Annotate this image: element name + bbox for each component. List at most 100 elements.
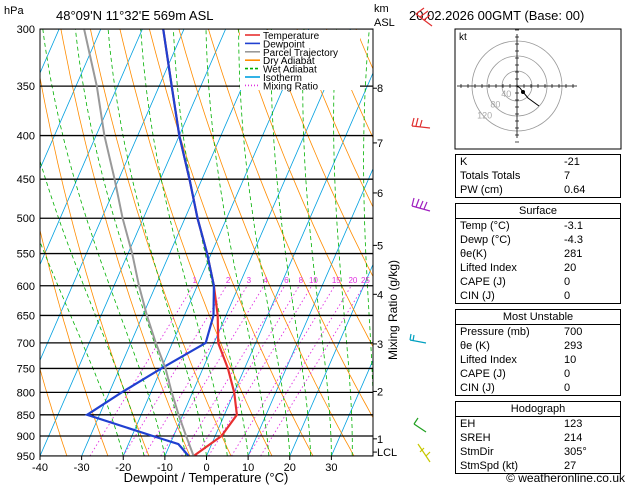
index-label: Temp (°C) — [460, 220, 510, 232]
unit-height-asl: ASL — [374, 17, 395, 29]
dewpoint-line — [84, 29, 216, 456]
profile-lines — [83, 29, 239, 456]
diagram-grid — [0, 29, 373, 456]
pressure-tick-label: 350 — [17, 81, 35, 93]
datetime-label: 20.02.2026 00GMT (Base: 00) — [409, 8, 584, 23]
index-row: SREH 214 — [456, 431, 620, 445]
pressure-tick-label: 900 — [17, 431, 35, 443]
index-label: θe (K) — [460, 340, 490, 352]
isotherm-line — [289, 263, 373, 456]
pressure-tick-label: 300 — [17, 24, 35, 36]
index-value: -4.3 — [564, 234, 583, 246]
dry-adiabat-line — [40, 75, 150, 456]
most-unstable-title: Most Unstable — [456, 310, 620, 325]
parcel-trajectory-line — [83, 29, 195, 456]
mixing-ratio-label: 1 — [193, 276, 198, 285]
pressure-tick-label: 700 — [17, 338, 35, 350]
index-label: CIN (J) — [460, 382, 495, 394]
hodograph-ring-label: 80 — [490, 100, 500, 110]
x-tick-label: 20 — [284, 462, 296, 474]
index-label: StmDir — [460, 446, 494, 458]
x-tick-label: -10 — [157, 462, 173, 474]
isotherm-line — [81, 29, 268, 456]
x-tick-label: -20 — [115, 462, 131, 474]
mixing-ratio-label: 8 — [299, 276, 304, 285]
mixing-ratio-line — [89, 285, 194, 456]
index-row: StmSpd (kt) 27 — [456, 459, 620, 473]
index-value: 293 — [564, 340, 583, 352]
isotherm-line — [40, 29, 185, 362]
unit-height: km — [374, 3, 389, 15]
height-tick-label: 6 — [377, 188, 383, 200]
index-row: CAPE (J) 0 — [456, 275, 620, 289]
location-label: 48°09'N 11°32'E 569m ASL — [56, 8, 214, 23]
isotherm-line — [40, 29, 227, 456]
height-tick-label: 4 — [377, 289, 383, 301]
index-value: 0 — [564, 290, 571, 302]
wet-adiabat-line — [238, 29, 291, 456]
wet-adiabat-line — [42, 29, 166, 456]
index-label: CAPE (J) — [460, 368, 506, 380]
index-row: PW (cm) 0.64 — [456, 183, 620, 197]
index-label: Dewp (°C) — [460, 234, 511, 246]
isotherm-line — [40, 29, 143, 266]
index-label: Lifted Index — [460, 262, 517, 274]
height-tick-label: 2 — [377, 386, 383, 398]
pressure-axis: 300 350 400 450 500 550 600 650 700 750 800 850 900 9… — [17, 24, 35, 463]
mixing-ratio-line — [195, 285, 300, 456]
mixing-ratio-line — [181, 285, 286, 456]
isotherm-line — [40, 29, 102, 170]
index-row: Lifted Index 10 — [456, 353, 620, 367]
wind-barbs — [409, 7, 433, 463]
general-indices-box: K -21 Totals Totals 7 PW (cm) 0.64 — [455, 154, 621, 198]
index-row: K -21 — [456, 155, 620, 169]
legend-item: Dewpoint — [263, 39, 305, 50]
mixing-ratio-label: 10 — [309, 276, 318, 285]
index-value: 7 — [564, 170, 571, 182]
index-value: 20 — [564, 262, 577, 274]
index-row: CAPE (J) 0 — [456, 367, 620, 381]
pressure-tick-label: 650 — [17, 310, 35, 322]
legend-item: Isotherm — [263, 73, 302, 84]
pressure-tick-label: 450 — [17, 174, 35, 186]
indices-panel: K -21 Totals Totals 7 PW (cm) 0.64 Surface Te… — [455, 154, 621, 479]
wet-adiabat-line — [270, 29, 311, 456]
index-label: K — [460, 156, 468, 168]
isotherm-line — [0, 29, 18, 456]
legend-item: Dry Adiabat — [263, 56, 315, 67]
hodograph-ring-label: 40 — [501, 89, 511, 99]
wet-adiabat-line — [173, 29, 249, 456]
dry-adiabat-line — [149, 29, 314, 456]
index-value: 281 — [564, 248, 583, 260]
hodograph-indices-box: Hodograph EH 123 SREH 214 StmDir 305° StmSpd (… — [455, 401, 621, 474]
index-value: 0 — [564, 276, 571, 288]
pressure-tick-label: 850 — [17, 410, 35, 422]
index-value: -21 — [564, 156, 580, 168]
dry-adiabat-line — [267, 29, 373, 278]
dry-adiabat-line — [296, 29, 373, 208]
index-value: 10 — [564, 354, 577, 366]
mixing-ratio-label: 4 — [263, 276, 268, 285]
index-value: 123 — [564, 418, 583, 430]
index-row: Lifted Index 20 — [456, 261, 620, 275]
wet-adiabat-line — [140, 29, 228, 456]
height-tick-label: 5 — [377, 240, 383, 252]
index-row: EH 123 — [456, 417, 620, 431]
index-value: 27 — [564, 460, 577, 472]
surface-title: Surface — [456, 204, 620, 219]
pressure-tick-label: 400 — [17, 131, 35, 143]
pressure-tick-label: 750 — [17, 363, 35, 375]
dry-adiabat-line — [119, 29, 273, 456]
index-value: 305° — [564, 446, 587, 458]
index-row: θe (K) 293 — [456, 339, 620, 353]
index-row: Temp (°C) -3.1 — [456, 219, 620, 233]
mixing-ratio-axis-label: Mixing Ratio (g/kg) — [386, 260, 400, 360]
mixing-ratio-line — [260, 285, 365, 456]
index-label: EH — [460, 418, 476, 430]
temperature-axis: -40 -30 -20 -10 0 10 20 30 — [32, 456, 338, 474]
index-value: -3.1 — [564, 220, 583, 232]
storm-motion-marker — [521, 90, 525, 94]
isotherm-line — [206, 72, 373, 456]
most-unstable-box: Most Unstable Pressure (mb) 700 θe (K) 293 L… — [455, 309, 621, 396]
